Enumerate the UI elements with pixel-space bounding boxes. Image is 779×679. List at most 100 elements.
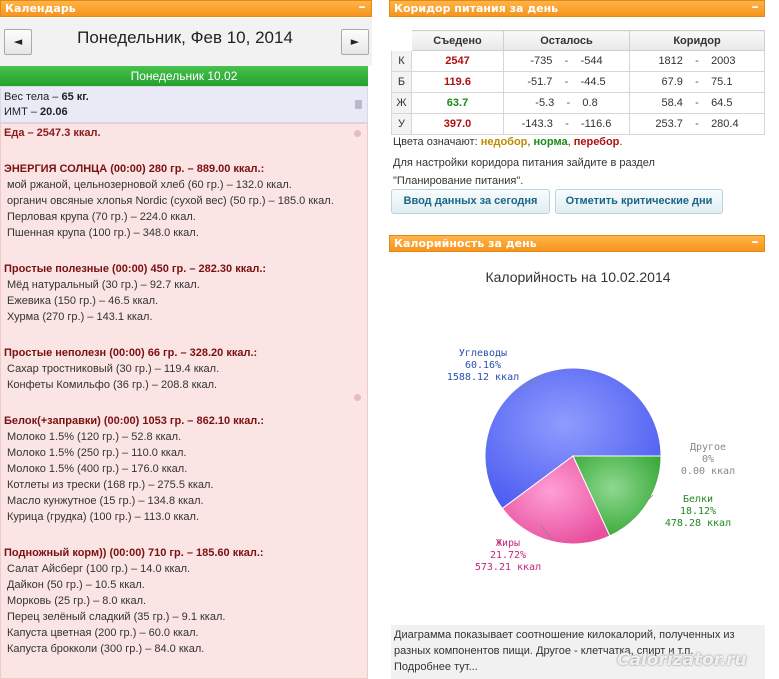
prev-day-button[interactable]: ◄	[4, 29, 32, 55]
corridor-max: 2003	[711, 55, 736, 67]
pie-label-name: Жиры	[496, 538, 520, 549]
chart-description: Диаграмма показывает соотношение килокал…	[391, 625, 765, 679]
pie-label-kcal: 478.28 ккал	[665, 518, 731, 529]
meal-item[interactable]: Молоко 1.5% (400 гр.) – 176.0 ккал.	[7, 463, 188, 475]
meal-group: Простые неполезн (00:00) 66 гр. – 328.20…	[4, 345, 364, 393]
next-day-button[interactable]: ►	[341, 29, 369, 55]
pie-label-pct: 60.16%	[465, 360, 501, 371]
hint-line: "Планирование питания".	[393, 175, 524, 187]
meal-title[interactable]: Подножный корм)) (00:00) 710 гр. – 185.6…	[4, 547, 264, 559]
meal-item[interactable]: Перловая крупа (70 гр.) – 224.0 ккал.	[7, 211, 196, 223]
meal-item[interactable]: Конфеты Комильфо (36 гр.) – 208.8 ккал.	[7, 379, 218, 391]
range-dash: -	[564, 76, 569, 88]
legend-separator: ,	[567, 136, 574, 148]
meal-item[interactable]: Сахар тростниковый (30 гр.) – 119.4 ккал…	[7, 363, 220, 375]
food-total: Еда – 2547.3 ккал.	[4, 127, 101, 139]
corridor-range: 67.9 - 75.1	[629, 71, 765, 93]
meal-edit-icon[interactable]	[354, 394, 361, 401]
legend-under: недобор	[480, 136, 528, 148]
eaten-value: 63.7	[411, 92, 504, 114]
more-info-link[interactable]: Подробнее тут...	[394, 661, 478, 673]
food-edit-icon[interactable]	[354, 130, 361, 137]
meal-item[interactable]: Курица (грудка) (100 гр.) – 113.0 ккал.	[7, 511, 200, 523]
meal-item[interactable]: Масло кунжутное (15 гр.) – 134.8 ккал.	[7, 495, 204, 507]
table-row: К 2547 -735 - -544 1812 - 2003	[391, 50, 765, 72]
meal-item[interactable]: Хурма (270 гр.) – 143.1 ккал.	[7, 311, 153, 323]
meal-title[interactable]: Белок(+заправки) (00:00) 1053 гр. – 862.…	[4, 415, 265, 427]
chart-title: Калорийность на 10.02.2014	[485, 269, 670, 285]
chart-description-line: Диаграмма показывает соотношение килокал…	[394, 629, 735, 641]
remaining-min: -143.3	[521, 118, 553, 130]
remaining-range: -51.7 - -44.5	[503, 71, 630, 93]
corridor-min: 253.7	[655, 118, 683, 130]
hint-line: Для настройки коридора питания зайдите в…	[393, 157, 655, 169]
meal-item[interactable]: Котлеты из трески (168 гр.) – 275.5 ккал…	[7, 479, 214, 491]
meal-title[interactable]: Простые неполезн (00:00) 66 гр. – 328.20…	[4, 347, 258, 359]
legend-end: .	[619, 136, 623, 148]
corridor-range: 253.7 - 280.4	[629, 113, 765, 135]
remaining-max: -116.6	[580, 118, 612, 130]
meal-list: ЭНЕРГИЯ СОЛНЦА (00:00) 280 гр. – 889.00 …	[4, 161, 364, 657]
meal-item[interactable]: Дайкон (50 гр.) – 10.5 ккал.	[7, 579, 145, 591]
pie-leader-line	[520, 373, 547, 390]
meal-item[interactable]: Молоко 1.5% (120 гр.) – 52.8 ккал.	[7, 431, 182, 443]
meal-item[interactable]: мой ржаной, цельнозерновой хлеб (60 гр.)…	[7, 179, 292, 191]
meal-title[interactable]: Простые полезные (00:00) 450 гр. – 282.3…	[4, 263, 267, 275]
calendar-panel-title: Календарь	[5, 2, 76, 15]
meal-item[interactable]: Молоко 1.5% (250 гр.) – 110.0 ккал.	[7, 447, 187, 459]
meal-item[interactable]: органич овсяные хлопья Nordic (сухой вес…	[7, 195, 334, 207]
calories-panel-header: Калорийность за день –	[389, 235, 765, 252]
pie-label-pct: 0%	[702, 454, 714, 465]
corridor-max: 64.5	[711, 97, 733, 109]
corner-cell	[391, 30, 412, 51]
delete-body-stats-icon[interactable]	[355, 100, 362, 109]
pie-chart-svg: Калорийность на 10.02.2014 Углеводы60.16…	[447, 269, 735, 573]
corridor-min: 1812	[658, 55, 683, 67]
remaining-max: 0.8	[582, 97, 598, 109]
range-dash: -	[695, 97, 699, 109]
calories-panel-title: Калорийность за день	[394, 237, 537, 250]
eaten-value: 119.6	[411, 71, 504, 93]
meal-item[interactable]: Перец зелёный сладкий (35 гр.) – 9.1 кка…	[7, 611, 226, 623]
corridor-max: 75.1	[711, 76, 733, 88]
row-label: У	[391, 113, 412, 135]
meal-item[interactable]: Морковь (25 гр.) – 8.0 ккал.	[7, 595, 147, 607]
remaining-range: -5.3 - 0.8	[503, 92, 630, 114]
row-label: Б	[391, 71, 412, 93]
minimize-calories-button[interactable]: –	[751, 234, 759, 250]
meal-item[interactable]: Салат Айсберг (100 гр.) – 14.0 ккал.	[7, 563, 191, 575]
nutrition-corridor-table: Съедено Осталось Коридор К 2547 -735 - -54…	[391, 30, 765, 135]
corridor-range: 58.4 - 64.5	[629, 92, 765, 114]
remaining-min: -735	[530, 55, 553, 67]
weight-value: 65 кг.	[61, 91, 89, 103]
meal-item[interactable]: Мёд натуральный (30 гр.) – 92.7 ккал.	[7, 279, 200, 291]
body-stats-box: Вес тела – 65 кг. ИМТ – 20.06	[0, 86, 368, 123]
pie-label-pct: 21.72%	[490, 550, 526, 561]
range-dash: -	[695, 118, 699, 130]
mark-critical-days-button[interactable]: Отметить критические дни	[555, 189, 723, 214]
pie-label-pct: 18.12%	[680, 506, 716, 517]
pie-slice-0[interactable]	[484, 367, 662, 510]
remaining-max: -44.5	[580, 76, 606, 88]
eaten-value: 397.0	[411, 113, 504, 135]
enter-today-data-button[interactable]: Ввод данных за сегодня	[391, 189, 550, 214]
legend-separator: ,	[527, 136, 534, 148]
eaten-value: 2547	[411, 50, 504, 72]
meal-item[interactable]: Капуста брокколи (300 гр.) – 84.0 ккал.	[7, 643, 205, 655]
calorie-pie-chart: Калорийность на 10.02.2014 Углеводы 60.16…	[391, 254, 765, 625]
meal-item[interactable]: Капуста цветная (200 гр.) – 60.0 ккал.	[7, 627, 199, 639]
minimize-calendar-button[interactable]: –	[358, 0, 366, 15]
site-watermark: Calorizator.ru	[617, 650, 747, 670]
corridor-min: 67.9	[661, 76, 683, 88]
corridor-range: 1812 - 2003	[629, 50, 765, 72]
remaining-min: -5.3	[535, 97, 555, 109]
meal-item[interactable]: Ежевика (150 гр.) – 46.5 ккал.	[7, 295, 159, 307]
meal-item[interactable]: Пшенная крупа (100 гр.) – 348.0 ккал.	[7, 227, 199, 239]
column-header-remaining: Осталось	[503, 30, 630, 51]
food-diary-panel: Еда – 2547.3 ккал. ЭНЕРГИЯ СОЛНЦА (00:00…	[0, 123, 368, 679]
pie-slice-1[interactable]	[572, 455, 662, 537]
pie-leader-line	[540, 524, 553, 540]
minimize-corridor-button[interactable]: –	[751, 0, 759, 15]
meal-title[interactable]: ЭНЕРГИЯ СОЛНЦА (00:00) 280 гр. – 889.00 …	[4, 163, 265, 175]
